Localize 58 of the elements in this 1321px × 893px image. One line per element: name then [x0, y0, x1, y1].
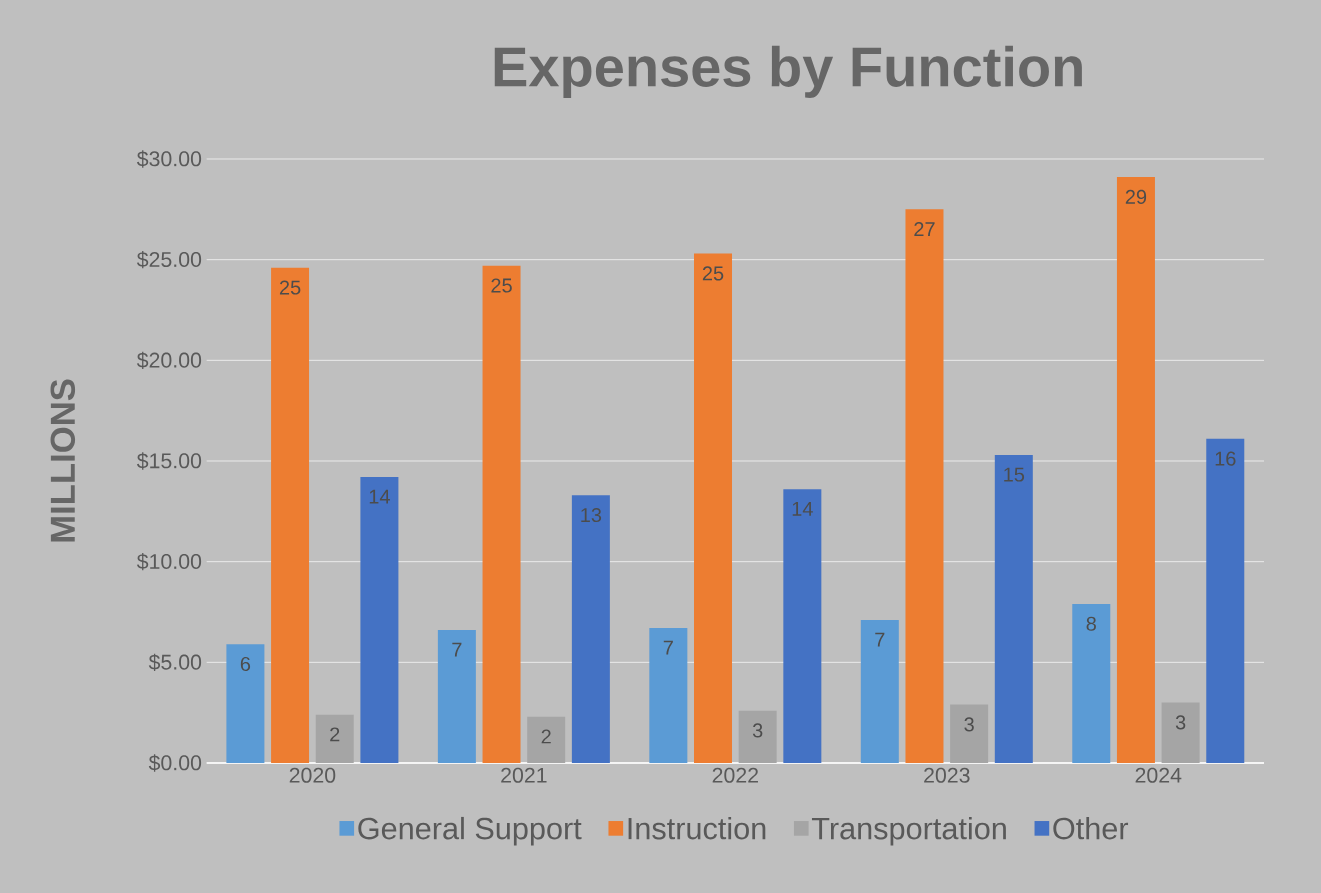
- data-label: 13: [581, 507, 602, 523]
- bar: [738, 710, 777, 763]
- bar: [994, 454, 1033, 763]
- data-label: 25: [702, 266, 724, 281]
- legend-label: Transportation: [811, 816, 1006, 846]
- data-label: 14: [369, 489, 390, 504]
- legend-label: Other: [1053, 816, 1129, 840]
- x-tick-label: 2020: [289, 767, 336, 783]
- data-label: 16: [1215, 451, 1236, 466]
- bar: [527, 716, 566, 763]
- bar: [1072, 603, 1111, 763]
- y-tick-label: $25.00: [136, 251, 202, 269]
- y-tick-label: $30.00: [136, 150, 202, 168]
- bar: [783, 489, 822, 763]
- data-label: 29: [1125, 189, 1147, 204]
- x-tick-label: 2023: [924, 767, 970, 783]
- y-tick-label: $15.00: [136, 452, 202, 470]
- bar: [360, 477, 399, 763]
- data-label: 7: [452, 642, 462, 657]
- data-label: 7: [663, 640, 673, 655]
- bar: [905, 209, 944, 763]
- data-label: 2: [541, 729, 551, 744]
- data-label: 7: [875, 632, 885, 647]
- bar: [571, 495, 610, 763]
- chart-title: Expenses by Function: [494, 45, 1082, 98]
- bar: [482, 265, 521, 763]
- data-label: 25: [279, 280, 301, 295]
- data-label: 3: [964, 717, 974, 732]
- bar: [1116, 177, 1155, 763]
- bar: [694, 253, 732, 763]
- bar: [226, 644, 265, 763]
- legend-label: General Support: [358, 816, 582, 846]
- data-label: 8: [1086, 616, 1096, 631]
- legend-label: Instruction: [628, 816, 766, 840]
- bar: [271, 267, 310, 763]
- bar: [1161, 702, 1200, 763]
- bar: [950, 704, 989, 763]
- x-tick-label: 2024: [1135, 767, 1182, 783]
- bar: [437, 630, 476, 763]
- data-label: 15: [1004, 467, 1025, 482]
- x-tick-label: 2021: [501, 767, 547, 783]
- y-axis-title: MILLIONS: [50, 379, 76, 542]
- bar: [1206, 438, 1245, 763]
- y-tick-label: $20.00: [136, 351, 202, 369]
- data-label: 6: [240, 656, 251, 672]
- y-tick-label: $10.00: [136, 553, 202, 571]
- data-label: 3: [1175, 715, 1186, 730]
- x-tick-label: 2022: [712, 767, 758, 783]
- bar: [315, 714, 354, 763]
- data-label: 25: [491, 278, 512, 293]
- bar: [860, 620, 899, 763]
- data-label: 14: [792, 501, 813, 516]
- y-tick-label: $5.00: [148, 653, 202, 671]
- data-label: 3: [752, 723, 763, 738]
- bar: [649, 628, 688, 763]
- data-label: 2: [330, 727, 340, 742]
- y-tick-label: $0.00: [148, 754, 202, 772]
- data-label: 27: [914, 222, 935, 237]
